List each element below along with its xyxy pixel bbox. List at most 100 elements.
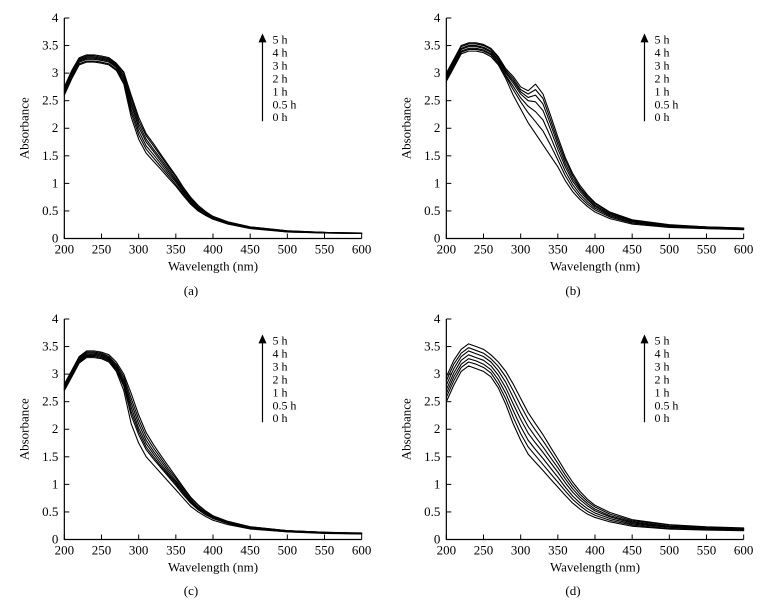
spectrum-line: [64, 355, 361, 533]
y-tick-label: 1.5: [42, 148, 58, 163]
caption-d: (d): [382, 583, 764, 599]
x-axis-label: Wavelength (nm): [168, 559, 258, 574]
spectrum-line: [64, 57, 361, 233]
spectrum-line: [446, 347, 743, 528]
y-tick-label: 0.5: [424, 203, 440, 218]
x-tick-label: 550: [697, 241, 716, 256]
x-tick-label: 400: [585, 542, 604, 557]
x-tick-label: 450: [240, 542, 259, 557]
x-tick-label: 450: [622, 542, 641, 557]
y-tick-label: 0.5: [42, 203, 58, 218]
plot-svg: 20025030035040045050055060000.511.522.53…: [446, 319, 744, 540]
time-legend: 5 h4 h3 h2 h1 h0.5 h0 h: [640, 32, 678, 124]
x-tick-label: 600: [734, 542, 753, 557]
time-legend: 5 h4 h3 h2 h1 h0.5 h0 h: [258, 32, 296, 124]
spectrum-line: [64, 55, 361, 233]
y-axis-label: Absorbance: [16, 398, 31, 460]
x-tick-label: 550: [315, 241, 334, 256]
spectrum-line: [64, 356, 361, 533]
spectrum-line: [64, 59, 361, 233]
y-tick-label: 1: [52, 476, 58, 491]
y-tick-label: 0: [52, 230, 58, 245]
legend-label: 4 h: [272, 45, 287, 59]
time-legend: 5 h4 h3 h2 h1 h0.5 h0 h: [258, 333, 296, 425]
legend-label: 0 h: [654, 411, 669, 425]
x-tick-label: 250: [474, 542, 493, 557]
caption-c: (c): [0, 583, 382, 599]
y-tick-label: 3: [52, 65, 58, 80]
x-tick-label: 350: [548, 241, 567, 256]
cell-a: 20025030035040045050055060000.511.522.53…: [0, 0, 382, 301]
axis-lines: [64, 18, 361, 239]
y-tick-label: 3.5: [42, 338, 58, 353]
y-tick-label: 2: [434, 421, 440, 436]
y-tick-label: 3: [434, 366, 440, 381]
legend-label: 1 h: [654, 385, 669, 399]
x-tick-label: 500: [278, 241, 297, 256]
legend-label: 5 h: [654, 333, 669, 347]
x-tick-label: 400: [585, 241, 604, 256]
spectrum-line: [64, 353, 361, 533]
x-tick-label: 500: [660, 542, 679, 557]
spectrum-line: [446, 47, 743, 229]
plot-svg: 20025030035040045050055060000.511.522.53…: [64, 18, 362, 239]
plot-d: 20025030035040045050055060000.511.522.53…: [446, 319, 744, 540]
legend-label: 0 h: [272, 110, 287, 124]
legend-label: 3 h: [272, 359, 287, 373]
y-tick-label: 3.5: [424, 338, 440, 353]
x-tick-label: 600: [352, 542, 371, 557]
x-tick-label: 300: [511, 241, 530, 256]
legend-label: 1 h: [654, 84, 669, 98]
spectrum-line: [446, 46, 743, 229]
panel-b: 20025030035040045050055060000.511.522.53…: [392, 12, 754, 275]
spectrum-line: [64, 56, 361, 233]
plot-svg: 20025030035040045050055060000.511.522.53…: [446, 18, 744, 239]
legend-label: 0.5 h: [272, 398, 296, 412]
spectrum-line: [64, 61, 361, 234]
legend-label: 3 h: [272, 58, 287, 72]
x-axis-label: Wavelength (nm): [168, 258, 258, 273]
x-tick-label: 250: [474, 241, 493, 256]
y-tick-label: 0.5: [42, 503, 58, 518]
caption-b: (b): [382, 283, 764, 299]
y-tick-label: 0: [434, 531, 440, 546]
x-tick-label: 400: [203, 542, 222, 557]
legend-label: 1 h: [272, 84, 287, 98]
y-tick-label: 2: [52, 421, 58, 436]
spectrum-line: [64, 350, 361, 532]
x-tick-label: 500: [660, 241, 679, 256]
spectrum-line: [64, 62, 361, 233]
cell-d: 20025030035040045050055060000.511.522.53…: [382, 301, 764, 601]
spectrum-line: [446, 365, 743, 530]
y-tick-label: 3: [434, 65, 440, 80]
y-tick-label: 2.5: [424, 93, 440, 108]
legend-label: 4 h: [272, 346, 287, 360]
y-tick-label: 2.5: [42, 393, 58, 408]
spectrum-line: [64, 352, 361, 533]
y-tick-label: 0: [52, 531, 58, 546]
x-tick-label: 350: [548, 542, 567, 557]
x-tick-label: 500: [278, 542, 297, 557]
x-tick-label: 550: [315, 542, 334, 557]
legend-label: 0.5 h: [654, 97, 678, 111]
spectrum-line: [446, 43, 743, 228]
x-tick-label: 350: [166, 241, 185, 256]
legend-label: 0.5 h: [654, 398, 678, 412]
legend-label: 0.5 h: [272, 97, 296, 111]
y-tick-label: 1.5: [424, 448, 440, 463]
y-tick-label: 4: [52, 10, 59, 25]
x-tick-label: 450: [240, 241, 259, 256]
legend-arrowhead-icon: [640, 334, 648, 343]
legend-label: 5 h: [272, 333, 287, 347]
panel-grid: 2 0 0 250 300 350 400 450 500 550 600 0 0.5 1 1.5 2 2.5 3…: [0, 0, 764, 601]
y-tick-label: 0: [434, 230, 440, 245]
x-tick-label: 250: [92, 241, 111, 256]
figure-root: 2 0 0 250 300 350 400 450 500 550 600 0 0.5 1 1.5 2 2.5 3…: [0, 0, 764, 601]
legend-label: 5 h: [654, 32, 669, 46]
legend-label: 3 h: [654, 359, 669, 373]
x-tick-label: 450: [622, 241, 641, 256]
x-tick-label: 550: [697, 542, 716, 557]
y-tick-label: 1: [434, 175, 440, 190]
panel-a: 20025030035040045050055060000.511.522.53…: [10, 12, 372, 275]
x-tick-label: 400: [203, 241, 222, 256]
